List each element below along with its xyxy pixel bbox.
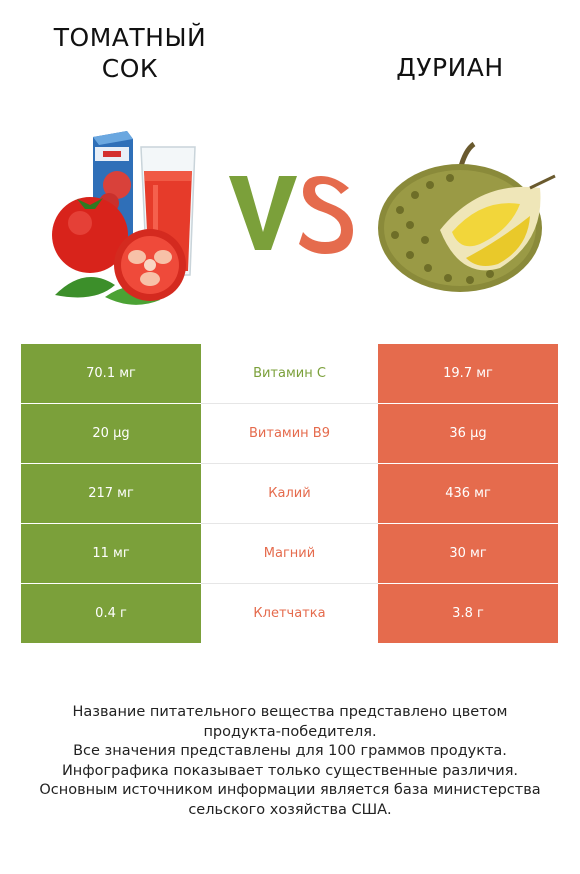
footer-line: продукта-победителя. [203,723,377,740]
left-value: 70.1 мг [21,344,201,403]
right-value: 36 µg [378,404,558,463]
right-value: 30 мг [378,524,558,583]
nutrient-label: Магний [263,546,316,561]
nutrient-label: Витамин B9 [249,426,330,441]
versus-mark [225,170,355,255]
left-value: 217 мг [21,464,201,523]
left-title-line1: ТОМАТНЫЙ [53,23,207,52]
nutrient-label: Клетчатка [253,606,326,621]
row-divider [201,403,378,404]
left-item-title: ТОМАТНЫЙ СОК [20,22,240,84]
tomato-juice-icon [45,125,215,315]
nutrient-label: Калий [268,486,311,501]
table-row: 0.4 г Клетчатка 3.8 г [21,584,558,644]
comparison-table: 70.1 мг Витамин C 19.7 мг 20 µg Витамин … [21,344,558,644]
footer-line: сельского хозяйства США. [188,801,392,818]
left-value: 20 µg [21,404,201,463]
footer-notes: Название питательного вещества представл… [20,703,560,820]
table-row: 70.1 мг Витамин C 19.7 мг [21,344,558,404]
row-divider [201,583,378,584]
left-title-line2: СОК [101,54,159,83]
left-value: 11 мг [21,524,201,583]
nutrient-label: Витамин C [253,366,326,381]
table-row: 20 µg Витамин B9 36 µg [21,404,558,464]
right-value: 436 мг [378,464,558,523]
footer-line: Все значения представлены для 100 граммо… [73,743,507,759]
table-row: 11 мг Магний 30 мг [21,524,558,584]
right-item-title: ДУРИАН [396,53,504,82]
footer-line: Инфографика показывает только существенн… [61,762,519,779]
footer-line: Название питательного вещества представл… [72,704,508,720]
right-value: 19.7 мг [378,344,558,403]
table-row: 217 мг Калий 436 мг [21,464,558,524]
right-value: 3.8 г [378,584,558,643]
durian-icon [370,140,565,300]
footer-line: Основным источником информации является … [39,782,541,798]
row-divider [201,463,378,464]
row-divider [201,523,378,524]
left-value: 0.4 г [21,584,201,643]
